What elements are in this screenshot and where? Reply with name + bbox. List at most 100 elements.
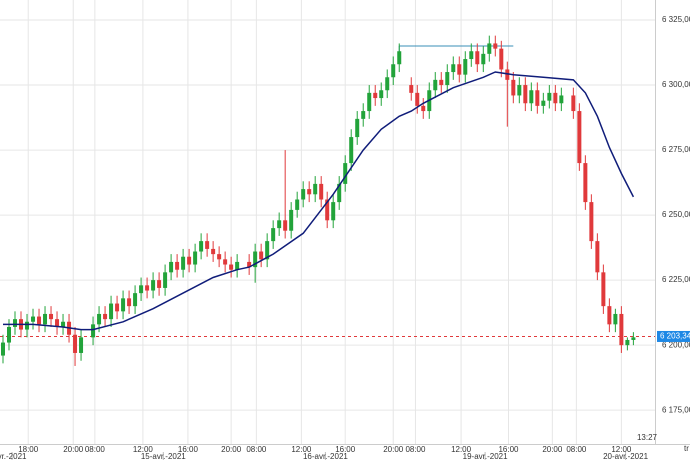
candle-body bbox=[511, 79, 516, 96]
y-tick-label: 6 200,00 bbox=[662, 340, 690, 349]
x-tick-label: 12:00 bbox=[611, 445, 632, 454]
candle-body bbox=[7, 326, 12, 343]
candle-body bbox=[247, 261, 252, 268]
candle-body bbox=[505, 69, 510, 80]
x-tick-label: 20:00 bbox=[63, 445, 84, 454]
candle-body bbox=[385, 77, 390, 91]
candle-body bbox=[229, 264, 234, 270]
candle-body bbox=[145, 285, 150, 291]
candle-body bbox=[13, 319, 18, 327]
candle-body bbox=[109, 303, 114, 320]
candle-body bbox=[469, 51, 474, 60]
candle-body bbox=[235, 261, 240, 270]
x-tick-label: 12:00 bbox=[291, 445, 312, 454]
candle-body bbox=[43, 313, 48, 325]
corner-label: tr bbox=[684, 444, 689, 453]
x-tick-label: 16:00 bbox=[178, 445, 199, 454]
candle-body bbox=[37, 316, 42, 325]
candle-body bbox=[265, 241, 270, 260]
candle-body bbox=[331, 202, 336, 221]
candle-body bbox=[577, 111, 582, 164]
candle-body bbox=[541, 100, 546, 106]
candle-body bbox=[151, 280, 156, 291]
candle-body bbox=[343, 163, 348, 184]
candle-body bbox=[61, 321, 66, 327]
x-tick-label: 16:00 bbox=[335, 445, 356, 454]
x-tick-label: 18:00 bbox=[18, 445, 39, 454]
candle-body bbox=[103, 313, 108, 320]
candle-body bbox=[139, 285, 144, 294]
candle-body bbox=[187, 256, 192, 265]
y-tick-label: 6 300,00 bbox=[662, 80, 690, 89]
candle-body bbox=[607, 306, 612, 325]
candle-body bbox=[415, 92, 420, 106]
candle-body bbox=[397, 51, 402, 65]
x-tick-label: 20:00 bbox=[383, 445, 404, 454]
candle-body bbox=[523, 85, 528, 104]
candle-body bbox=[373, 92, 378, 99]
candle-body bbox=[49, 313, 54, 320]
candle-body bbox=[433, 79, 438, 91]
candle-body bbox=[595, 241, 600, 273]
candle-body bbox=[553, 92, 558, 104]
candle-body bbox=[559, 95, 564, 104]
candle-body bbox=[367, 92, 372, 112]
date-tick-label: 19-avr.-2021 bbox=[463, 452, 508, 460]
candle-body bbox=[91, 324, 96, 338]
candle-body bbox=[589, 202, 594, 242]
candle-body bbox=[361, 111, 366, 119]
date-tick-label: 16-avr.-2021 bbox=[303, 452, 348, 460]
candle-body bbox=[289, 209, 294, 231]
candle-body bbox=[463, 59, 468, 75]
candle-body bbox=[169, 261, 174, 273]
x-tick-label: 08:00 bbox=[405, 445, 426, 454]
candle-body bbox=[421, 105, 426, 112]
candle-body bbox=[313, 183, 318, 195]
candle-body bbox=[217, 254, 222, 260]
candle-body bbox=[337, 183, 342, 203]
candle-body bbox=[283, 220, 288, 231]
candle-body bbox=[127, 298, 132, 307]
candle-body bbox=[355, 118, 360, 138]
candle-body bbox=[181, 256, 186, 270]
candle-body bbox=[1, 342, 6, 356]
y-tick-label: 6 325,00 bbox=[662, 15, 690, 24]
candle-body bbox=[253, 251, 258, 268]
candle-body bbox=[205, 241, 210, 249]
x-tick-label: 20:00 bbox=[542, 445, 563, 454]
candle-body bbox=[475, 51, 480, 65]
candle-body bbox=[631, 337, 636, 340]
candle-body bbox=[439, 79, 444, 86]
x-tick-label: 16:00 bbox=[498, 445, 519, 454]
candle-body bbox=[445, 72, 450, 86]
candle-body bbox=[211, 248, 216, 255]
candle-body bbox=[307, 189, 312, 195]
candle-body bbox=[391, 64, 396, 78]
candle-body bbox=[25, 321, 30, 330]
candle-body bbox=[457, 64, 462, 75]
date-tick-label: 15-avr.-2021 bbox=[141, 452, 186, 460]
candle-body bbox=[319, 183, 324, 200]
candle-body bbox=[547, 92, 552, 101]
candle-body bbox=[31, 316, 36, 322]
candle-body bbox=[613, 313, 618, 325]
candle-body bbox=[619, 313, 624, 346]
y-tick-label: 6 275,00 bbox=[662, 145, 690, 154]
date-tick-label: vr.-2021 bbox=[0, 452, 27, 460]
candle-body bbox=[379, 90, 384, 99]
candle-body bbox=[301, 189, 306, 200]
time-label: 13:27 bbox=[637, 433, 658, 442]
candle-body bbox=[277, 220, 282, 229]
candle-body bbox=[325, 199, 330, 221]
candle-body bbox=[157, 280, 162, 288]
x-tick-label: 20:00 bbox=[221, 445, 242, 454]
candle-body bbox=[529, 90, 534, 104]
candle-body bbox=[349, 137, 354, 164]
last-price-box bbox=[657, 330, 690, 342]
candle-body bbox=[583, 163, 588, 203]
candle-body bbox=[271, 228, 276, 242]
date-tick-label: 20-avr.-2021 bbox=[603, 452, 648, 460]
x-tick-label: 08:00 bbox=[566, 445, 587, 454]
candle-body bbox=[487, 43, 492, 54]
